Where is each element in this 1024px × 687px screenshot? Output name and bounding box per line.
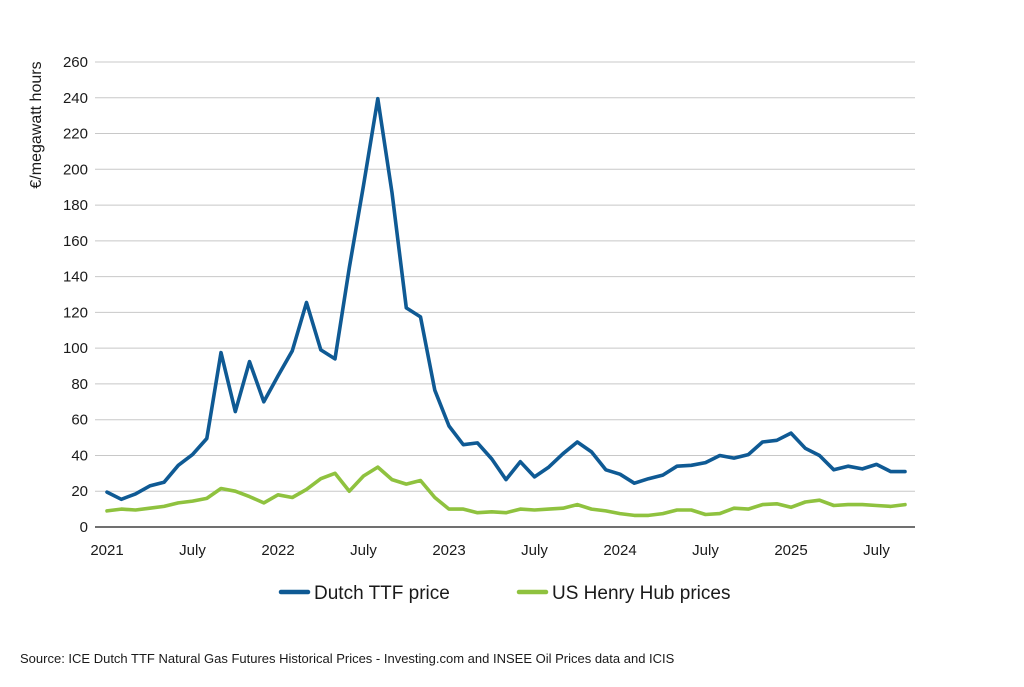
y-tick-label-260: 260 [63,54,88,71]
x-tick-label-6: 2024 [603,542,636,559]
series-line-0 [105,96,907,502]
y-tick-label-160: 160 [63,233,88,250]
y-tick-label-40: 40 [71,447,88,464]
legend-label-1: US Henry Hub prices [552,583,730,604]
x-tick-label-9: July [863,542,890,559]
y-tick-label-120: 120 [63,304,88,321]
y-tick-label-240: 240 [63,90,88,107]
y-tick-label-200: 200 [63,161,88,178]
y-tick-label-220: 220 [63,126,88,143]
x-tick-label-4: 2023 [432,542,465,559]
y-axis-title: €/megawatt hours [28,61,45,188]
x-tick-label-0: 2021 [90,542,123,559]
y-tick-label-20: 20 [71,483,88,500]
x-tick-label-5: July [521,542,548,559]
x-tick-label-8: 2025 [774,542,807,559]
line-chart: 0 20 40 60 80 100 120 140 160 180 200 220 240 260 2021… [28,54,915,604]
y-tick-label-140: 140 [63,269,88,286]
y-tick-label-60: 60 [71,412,88,429]
y-tick-label-80: 80 [71,376,88,393]
x-tick-label-1: July [179,542,206,559]
x-tick-label-7: July [692,542,719,559]
x-tick-label-2: 2022 [261,542,294,559]
series-line-1 [105,465,907,518]
legend-label-0: Dutch TTF price [314,583,450,604]
y-tick-label-100: 100 [63,340,88,357]
y-tick-label-180: 180 [63,197,88,214]
source-note: Source: ICE Dutch TTF Natural Gas Future… [20,651,675,666]
y-tick-label-0: 0 [80,519,88,536]
x-tick-label-3: July [350,542,377,559]
